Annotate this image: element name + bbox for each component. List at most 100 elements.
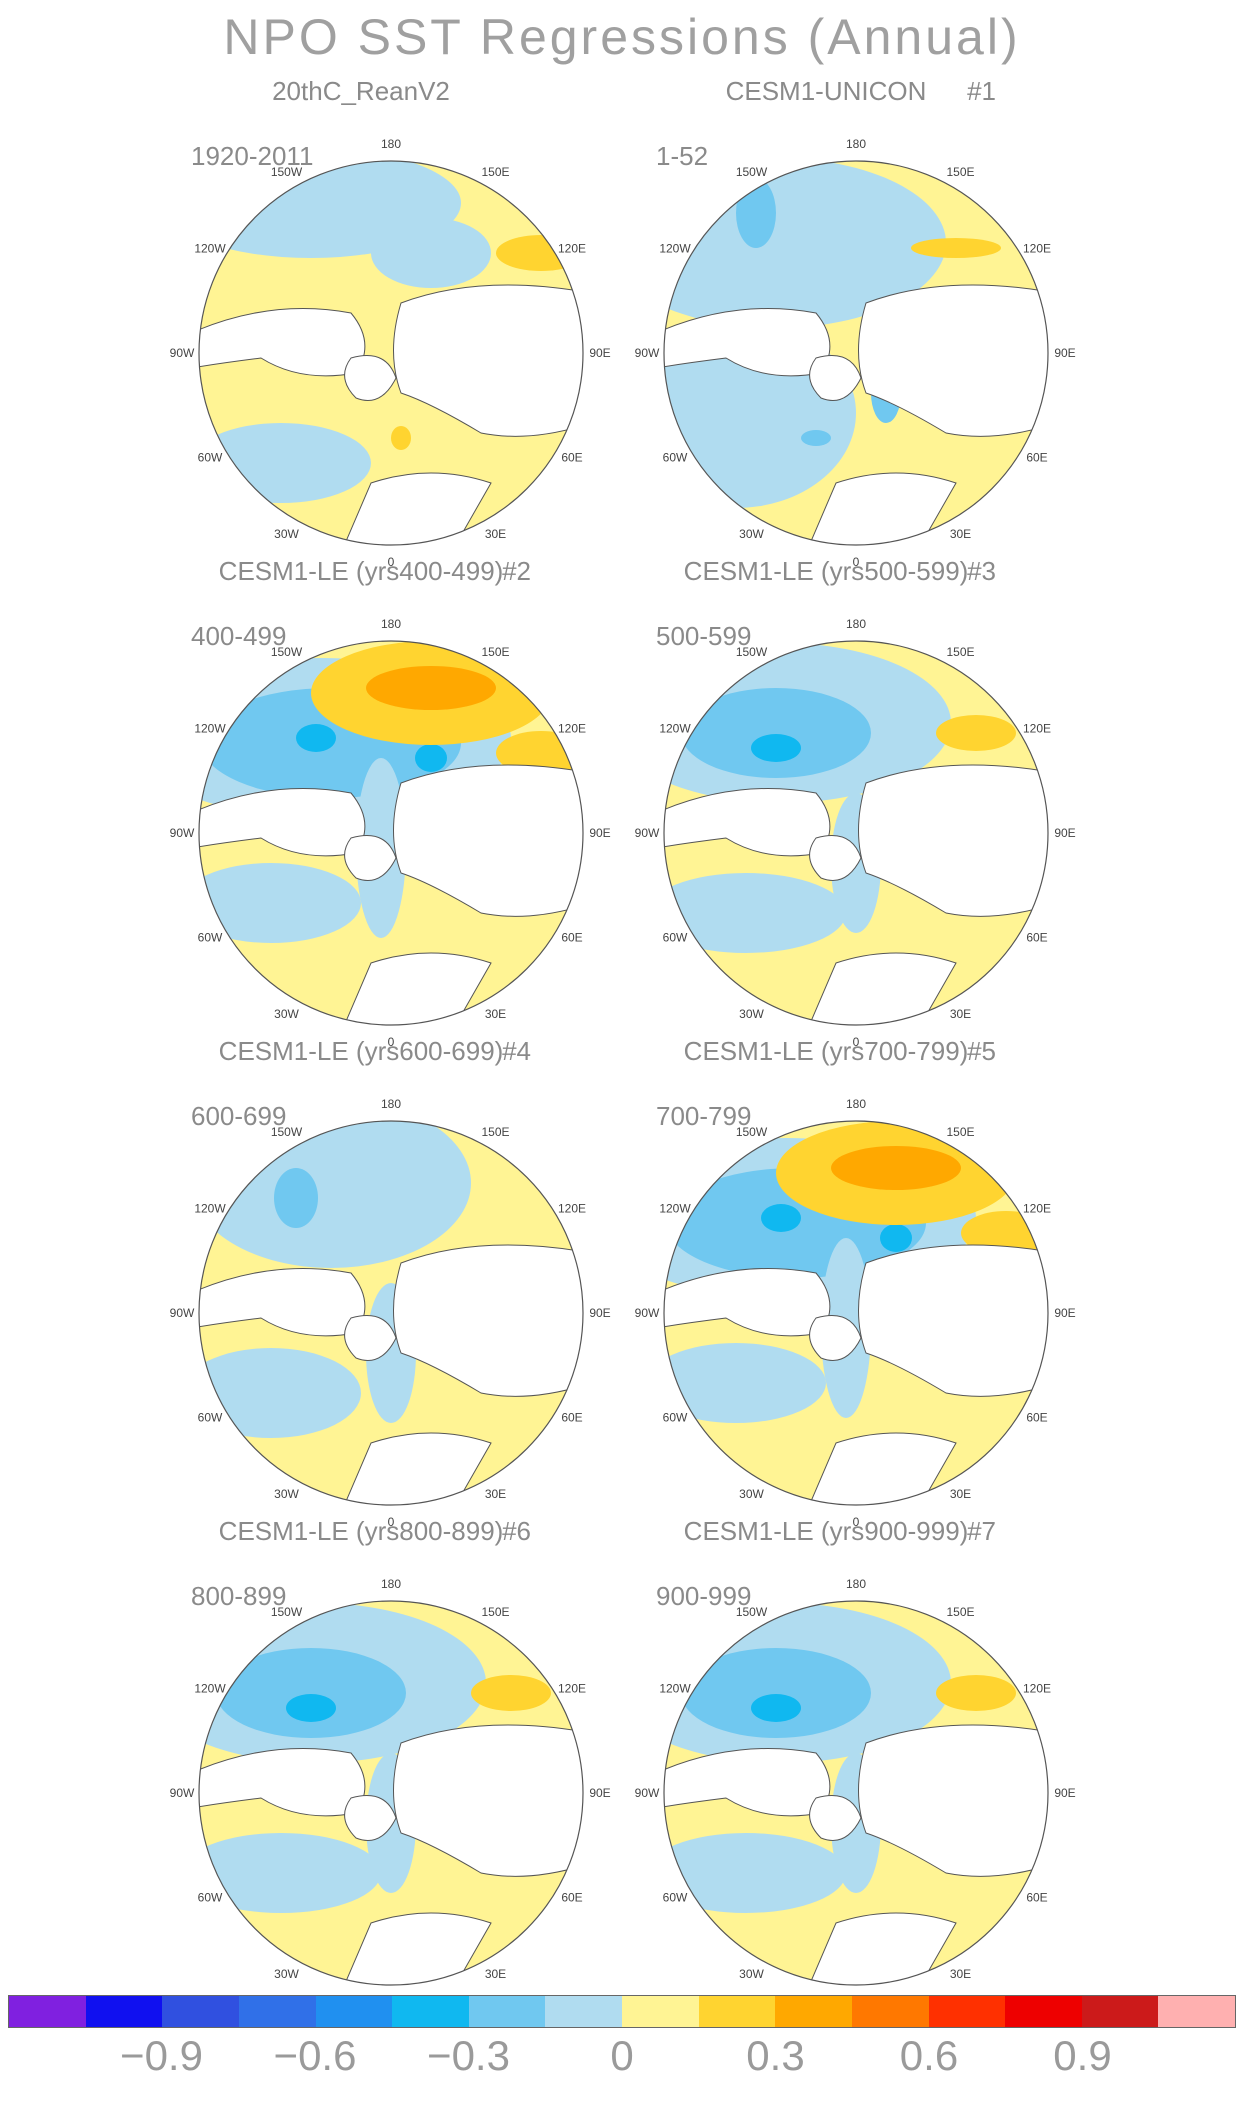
longitude-label: 60E [1026,1891,1047,1905]
longitude-label: 150E [481,1125,509,1139]
longitude-label: 150E [481,165,509,179]
greenland-land [344,355,397,401]
greenland-land [344,1795,397,1841]
longitude-label: 30W [274,1487,299,1501]
longitude-label: 120W [659,722,691,736]
colorbar-cell [392,1996,469,2027]
map-rim [198,640,584,1026]
panel-period: 1920-2011 [191,141,313,171]
anomaly-region [880,1224,912,1252]
map-panel: 180 150E 120E 90E 60E 30E 0 30W 60W 90W 120W 150W CE… [170,1516,611,2009]
longitude-label: 180 [381,1097,401,1111]
longitude-label: 150W [271,1125,303,1139]
longitude-label: 120W [194,722,226,736]
longitude-label: 0 [388,1515,395,1529]
map-panel: 180 150E 120E 90E 60E 30E 0 30W 60W 90W 120W 150W CE… [635,76,1076,569]
longitude-label: 150E [946,1605,974,1619]
anomaly-region [296,724,336,752]
longitude-label: 150E [481,1605,509,1619]
longitude-label: 180 [846,617,866,631]
longitude-label: 60E [561,451,582,465]
map-panel: 180 150E 120E 90E 60E 30E 0 30W 60W 90W 120W 150W CE… [170,1036,611,1529]
longitude-label: 90W [170,826,195,840]
colorbar-tick: −0.3 [427,2032,510,2079]
africa-land [340,1912,492,1985]
longitude-label: 90E [1054,1786,1075,1800]
longitude-label: 30E [950,527,971,541]
colorbar-cell [162,1996,239,2027]
anomaly-region [371,218,491,288]
panel-tag: #2 [502,556,531,586]
anomaly-region [936,1675,1016,1711]
panel-period: 600-699 [191,1101,286,1131]
longitude-label: 120W [194,242,226,256]
colorbar-cell [1005,1996,1082,2027]
colorbar [8,1995,1236,2028]
longitude-label: 90E [1054,826,1075,840]
map-panel: 180 150E 120E 90E 60E 30E 0 30W 60W 90W 120W 150W CE… [635,556,1076,1049]
longitude-label: 180 [846,137,866,151]
eurasia-land [858,284,1048,437]
longitude-label: 90E [1054,346,1075,360]
anomaly-region [681,688,871,778]
longitude-label: 30W [739,527,764,541]
colorbar-tick: −0.9 [120,2032,203,2079]
colorbar-tick: 0 [610,2032,634,2079]
africa-land [805,1912,957,1985]
longitude-label: 150W [271,1605,303,1619]
colorbar-cell [85,1996,163,2027]
eurasia-land [393,764,583,917]
colorbar-cell [851,1996,929,2027]
eurasia-land [393,284,583,437]
longitude-label: 30W [739,1007,764,1021]
eurasia-land [393,1724,583,1877]
longitude-label: 150W [271,645,303,659]
colorbar-cell [698,1996,776,2027]
colorbar-cell [238,1996,316,2027]
colorbar-cell [775,1996,852,2027]
greenland-land [344,1315,397,1361]
anomaly-region [199,1348,361,1438]
longitude-label: 120W [194,1682,226,1696]
panel-period: 500-599 [656,621,751,651]
longitude-label: 0 [388,1035,395,1049]
longitude-label: 30W [274,1967,299,1981]
anomaly-region [216,1648,406,1738]
longitude-label: 90W [635,826,660,840]
longitude-label: 60E [1026,931,1047,945]
longitude-label: 90E [1054,1306,1075,1320]
longitude-label: 120E [1023,1682,1051,1696]
longitude-label: 180 [381,137,401,151]
panel-title: CESM1-UNICON [726,76,927,106]
colorbar-tick: −0.6 [273,2032,357,2079]
panel-tag: #7 [967,1516,996,1546]
longitude-label: 90E [589,826,610,840]
longitude-label: 60W [198,931,223,945]
longitude-label: 90W [635,1786,660,1800]
longitude-label: 30E [950,1967,971,1981]
map-rim [663,160,1049,546]
anomaly-region [286,1694,336,1722]
longitude-label: 60W [198,1411,223,1425]
map-panel: 180 150E 120E 90E 60E 30E 0 30W 60W 90W 120W 150W CE… [635,1516,1076,2009]
panel-title: CESM1-LE (yrs400-499) [219,556,504,586]
panel-period: 700-799 [656,1101,751,1131]
longitude-label: 150E [946,165,974,179]
longitude-label: 120E [558,722,586,736]
map-rim [663,640,1049,1026]
longitude-label: 30W [274,1007,299,1021]
longitude-label: 180 [846,1097,866,1111]
colorbar-tick-labels: −0.9 −0.6 −0.3 0 0.3 0.6 0.9 [0,2032,1244,2102]
anomaly-region [415,744,447,772]
longitude-label: 90E [589,1786,610,1800]
panel-tag: #3 [967,556,996,586]
colorbar-cell [1158,1996,1235,2027]
panel-tag: #5 [967,1036,996,1066]
longitude-label: 60W [663,1891,688,1905]
anomaly-region [761,1204,801,1232]
panel-tag: #4 [502,1036,531,1066]
anomaly-region [664,1343,826,1423]
africa-land [805,472,957,545]
longitude-label: 150E [946,1125,974,1139]
map-rim [198,160,584,546]
